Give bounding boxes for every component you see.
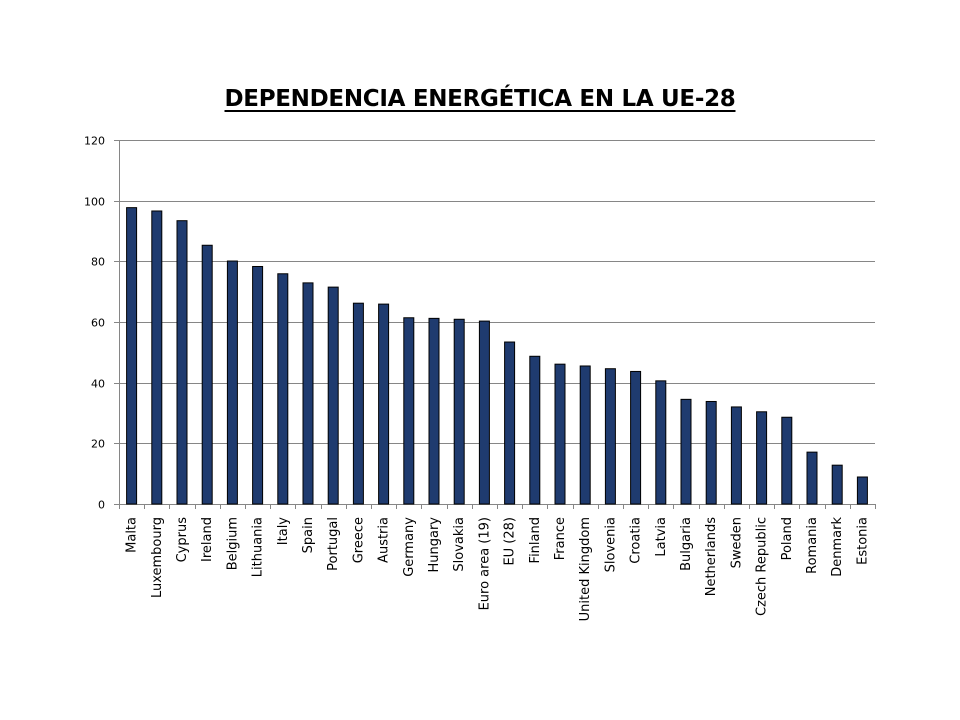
y-tick-labels: 0 20 40 60 80 100 120: [84, 135, 105, 512]
bar-germany: [403, 317, 415, 505]
bar-sweden: [730, 406, 742, 505]
y-tick-label: 0: [98, 499, 105, 512]
bar-united-kingdom: [579, 365, 591, 505]
bar-slovakia: [453, 318, 465, 505]
x-category-label: Denmark: [830, 517, 845, 577]
x-category-label: Poland: [780, 517, 795, 560]
x-category-label: Italy: [276, 517, 291, 546]
chart-title: DEPENDENCIA ENERGÉTICA EN LA UE-28: [224, 86, 736, 112]
x-category-label: Spain: [301, 517, 316, 553]
x-category-label: Germany: [402, 517, 417, 577]
y-tick-label: 60: [91, 317, 105, 330]
bar-croatia: [630, 370, 642, 505]
y-tick-label: 40: [91, 378, 105, 391]
bar-bulgaria: [680, 398, 692, 505]
bars: [126, 207, 868, 505]
x-category-label: Austria: [377, 517, 392, 563]
bar-italy: [277, 273, 289, 505]
x-category-label: Netherlands: [704, 517, 719, 596]
bar-ireland: [201, 244, 213, 505]
x-category-label: Cyprus: [175, 517, 190, 563]
bar-belgium: [226, 260, 238, 505]
x-category-label: Romania: [805, 517, 820, 574]
bar-netherlands: [705, 400, 717, 505]
x-category-label: Lithuania: [251, 517, 266, 577]
bar-lithuania: [252, 265, 264, 505]
x-category-label: Slovakia: [452, 517, 467, 572]
x-category-label: Estonia: [855, 517, 870, 565]
x-category-label: Latvia: [654, 517, 669, 557]
bar-latvia: [655, 380, 667, 505]
bar-cyprus: [176, 220, 188, 505]
bar-denmark: [831, 464, 843, 505]
x-category-label: Finland: [528, 517, 543, 563]
x-category-label: Luxembourg: [150, 517, 165, 598]
bar-slovenia: [604, 368, 616, 505]
bar-luxembourg: [151, 210, 163, 505]
y-tick-label: 120: [84, 135, 105, 148]
x-category-label: Belgium: [225, 517, 240, 570]
axes: [114, 140, 876, 509]
y-tick-label: 100: [84, 196, 105, 209]
x-category-label: United Kingdom: [578, 517, 593, 621]
bar-spain: [302, 282, 314, 505]
x-category-label: Greece: [351, 517, 366, 563]
bar-austria: [378, 303, 390, 505]
x-category-label: Portugal: [326, 517, 341, 571]
x-category-labels: Malta Luxembourg Cyprus Ireland Belgium Lithu…: [125, 517, 871, 622]
x-category-label: Bulgaria: [679, 517, 694, 571]
bar-estonia: [856, 476, 868, 505]
x-category-label: Malta: [125, 517, 140, 553]
bar-hungary: [428, 317, 440, 505]
x-category-label: Ireland: [200, 517, 215, 562]
x-category-label: EU (28): [503, 517, 518, 566]
x-category-label: Sweden: [729, 517, 744, 568]
x-category-label: Croatia: [629, 517, 644, 564]
x-category-label: France: [553, 517, 568, 560]
bar-romania: [806, 451, 818, 505]
x-category-label: Hungary: [427, 517, 442, 573]
bar-greece: [352, 302, 364, 505]
bar-euro-area-19: [478, 320, 490, 505]
bar-portugal: [327, 286, 339, 505]
x-category-label: Czech Republic: [755, 517, 770, 616]
bar-poland: [781, 416, 793, 505]
x-category-label: Slovenia: [603, 517, 618, 572]
bar-czech-republic: [756, 411, 768, 505]
x-category-label: Euro area (19): [477, 517, 492, 610]
y-tick-label: 80: [91, 256, 105, 269]
bar-malta: [126, 207, 138, 505]
bar-finland: [529, 355, 541, 505]
bar-eu-28: [504, 341, 516, 505]
bar-france: [554, 363, 566, 505]
y-tick-label: 20: [91, 438, 105, 451]
